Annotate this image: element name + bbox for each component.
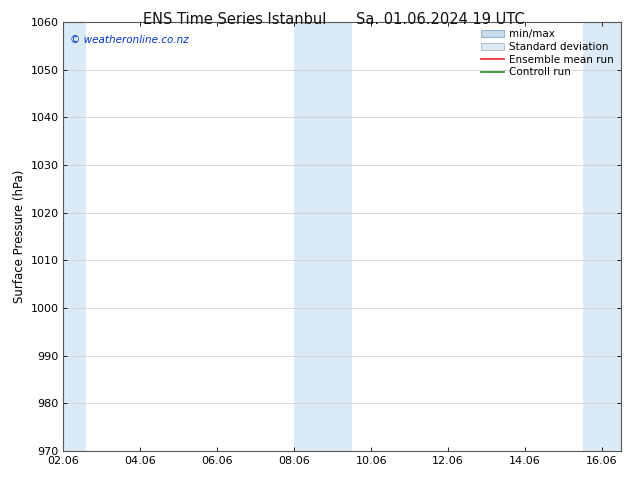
Text: © weatheronline.co.nz: © weatheronline.co.nz (70, 35, 189, 45)
Text: Sa. 01.06.2024 19 UTC: Sa. 01.06.2024 19 UTC (356, 12, 525, 27)
Bar (583, 22, 621, 451)
Y-axis label: Surface Pressure (hPa): Surface Pressure (hPa) (13, 170, 26, 303)
Legend: min/max, Standard deviation, Ensemble mean run, Controll run: min/max, Standard deviation, Ensemble me… (479, 27, 616, 79)
Bar (294, 22, 352, 451)
Bar (60, 22, 86, 451)
Text: ENS Time Series Istanbul: ENS Time Series Istanbul (143, 12, 327, 27)
